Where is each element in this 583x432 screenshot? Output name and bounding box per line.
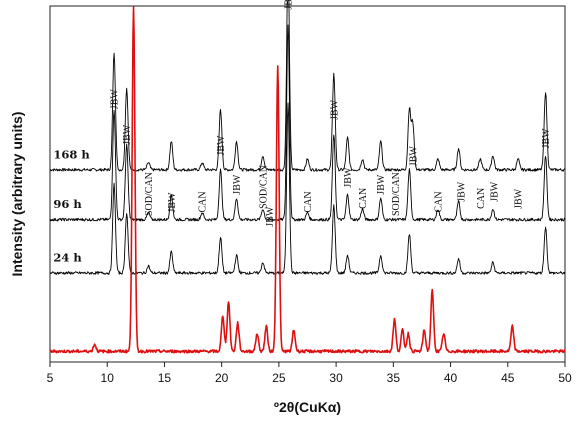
series-line-4 <box>49 6 566 354</box>
peak-label: JBW <box>216 135 227 156</box>
x-tick-label: 5 <box>47 371 54 385</box>
peak-label: JBW <box>514 188 525 209</box>
y-axis-title: Intensity (arbitrary units) <box>9 112 25 277</box>
peak-label: JBW <box>284 0 295 10</box>
peak-label: JBW <box>541 128 552 149</box>
peak-label: JBW <box>232 174 243 195</box>
plot-area <box>49 5 566 363</box>
x-tick-label: 40 <box>444 371 458 385</box>
peak-label: SOD/CAN <box>391 172 402 216</box>
peak-label: JBW <box>167 192 178 213</box>
x-tick-label: 35 <box>387 371 401 385</box>
x-tick-label: 20 <box>215 371 229 385</box>
series-label: 24 h <box>53 251 82 265</box>
peak-label: CAN <box>476 188 487 209</box>
series-layer: 168 h 96 h 24 h <box>49 0 566 354</box>
peak-label: JBW <box>408 146 419 167</box>
peak-label: JBW <box>376 174 387 195</box>
x-axis: 5 10 15 20 25 30 35 40 45 50 <box>47 362 572 385</box>
x-tick-label: 50 <box>558 371 572 385</box>
peak-label: CAN <box>358 188 369 209</box>
x-axis-title: º2θ(CuKα) <box>274 399 341 415</box>
x-tick-label: 25 <box>272 371 286 385</box>
x-tick-label: 45 <box>501 371 515 385</box>
peak-label: CAN <box>198 191 209 212</box>
peak-annotations: JBWJBWSOD/CANJBWCANJBWJBWSOD/CANJBWJBWCA… <box>110 0 552 227</box>
x-tick-label: 10 <box>101 371 115 385</box>
peak-label: CAN <box>303 191 314 212</box>
series-label: 168 h <box>53 147 90 161</box>
x-tick-label: 15 <box>158 371 172 385</box>
peak-label: JBW <box>456 181 467 202</box>
peak-label: SOD/CAN <box>144 172 155 216</box>
peak-label: JBW <box>122 124 133 145</box>
peak-label: JBW <box>490 181 501 202</box>
peak-label: SOD/CAN <box>258 165 269 209</box>
peak-label: JBW <box>110 89 121 110</box>
peak-label: CAN <box>434 191 445 212</box>
series-label: 96 h <box>53 197 82 211</box>
peak-label: JBW <box>265 206 276 227</box>
peak-label: JBW <box>329 99 340 120</box>
peak-label: JBW <box>343 167 354 188</box>
plot-border <box>49 5 566 363</box>
x-tick-label: 30 <box>329 371 343 385</box>
